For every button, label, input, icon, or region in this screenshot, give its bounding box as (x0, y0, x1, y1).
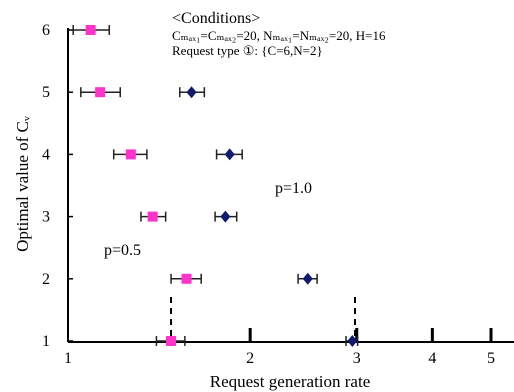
conditions-line2: Request type ①: {C=6,N=2} (172, 43, 323, 58)
data-point-diamond (224, 148, 235, 161)
data-point-diamond (186, 86, 197, 99)
conditions-title: <Conditions> (172, 10, 260, 27)
data-point-square (85, 25, 96, 35)
series (72, 25, 359, 347)
data-point-square (147, 211, 158, 222)
x-tick-label: 4 (428, 350, 436, 367)
dashed-markers (170, 297, 356, 342)
x-tick-label: 1 (64, 350, 72, 367)
data-point-square (166, 336, 177, 346)
y-tick-label: 4 (42, 146, 50, 163)
y-axis-label: Optimal value of Cᵥ (13, 115, 32, 252)
series-p10 (179, 86, 359, 347)
y-tick-label: 5 (42, 84, 50, 101)
conditions-line1: Cₘₐₓ₁=Cₘₐₓ₂=20, Nₘₐₓ₁=Nₘₐₓ₂=20, H=16 (172, 28, 386, 43)
label-p05: p=0.5 (104, 242, 141, 259)
data-point-square (125, 149, 136, 160)
data-point-square (95, 87, 106, 98)
y-tick-label: 2 (42, 271, 50, 288)
data-point-diamond (302, 272, 313, 285)
series-p05 (72, 25, 202, 346)
label-p10: p=1.0 (275, 180, 312, 197)
x-tick-label: 3 (353, 350, 361, 367)
data-point-diamond (347, 335, 358, 347)
x-tick-label: 2 (246, 350, 254, 367)
x-tick-label: 5 (487, 350, 495, 367)
x-axis-label: Request generation rate (210, 372, 371, 391)
y-tick-label: 1 (42, 333, 50, 350)
ticks: 1 2 3 4 5 6 1 2 3 4 5 (42, 22, 495, 367)
y-tick-label: 3 (42, 209, 50, 226)
data-point-square (181, 273, 192, 284)
y-tick-label: 6 (42, 22, 50, 39)
axes (67, 28, 514, 343)
data-point-diamond (220, 210, 231, 223)
